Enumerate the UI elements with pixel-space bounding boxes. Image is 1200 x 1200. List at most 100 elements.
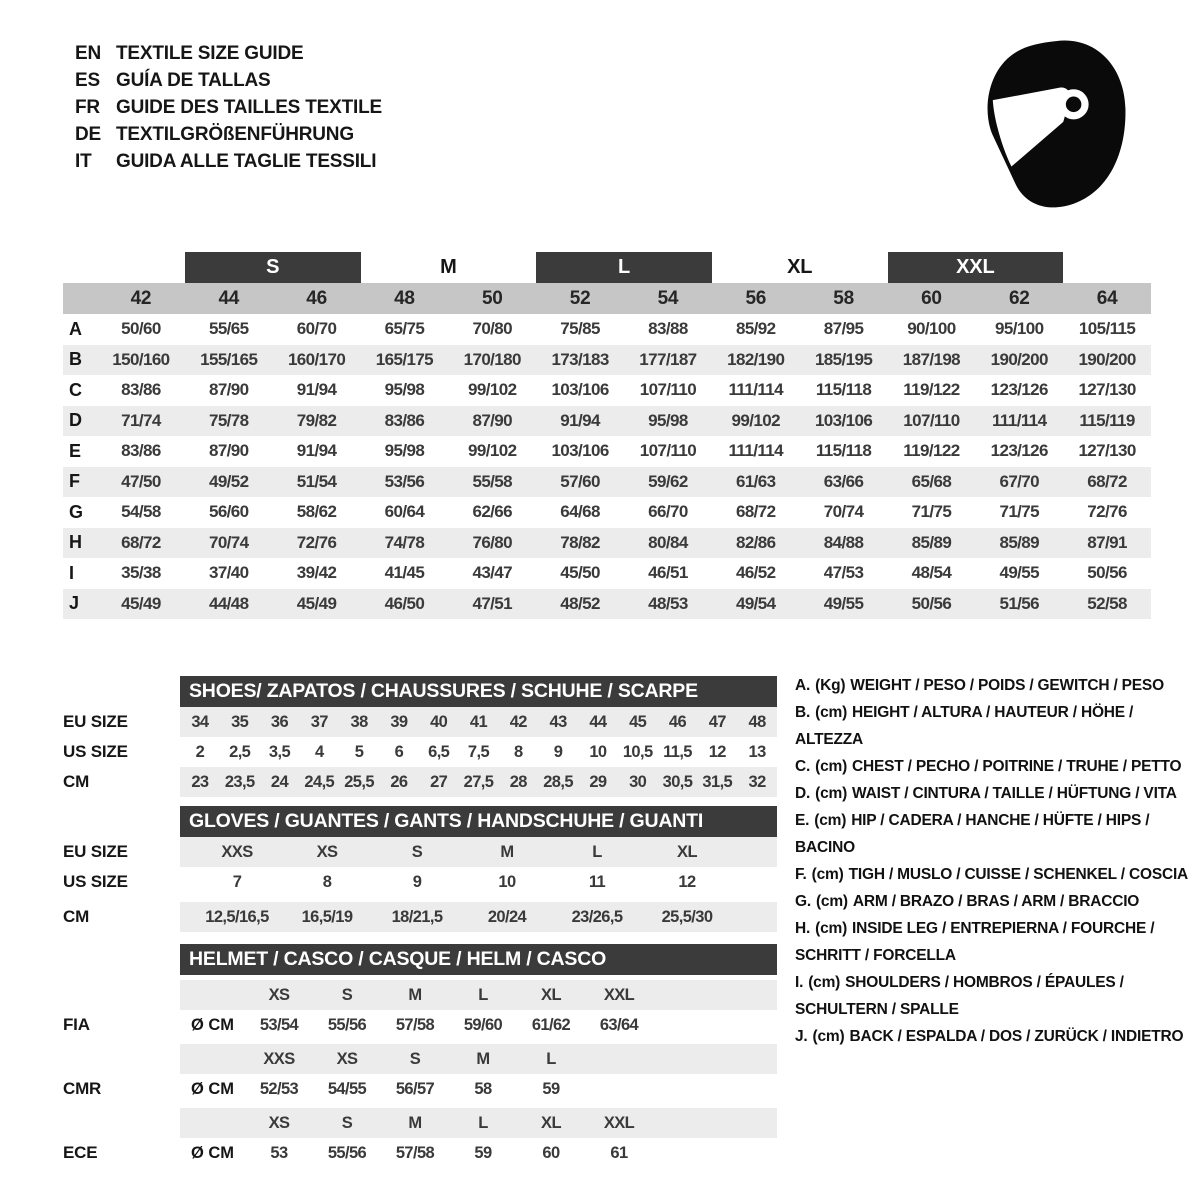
gloves-size-value: XS <box>316 842 338 861</box>
measurement-row-label: C <box>69 379 82 400</box>
measurement-value: 85/89 <box>999 532 1040 552</box>
language-row: DE TEXTILGRÖßENFÜHRUNG <box>75 121 382 148</box>
language-title-list: EN TEXTILE SIZE GUIDE ES GUÍA DE TALLAS … <box>75 40 382 175</box>
legend-key: A. <box>795 677 811 694</box>
legend-text: HEIGHT / ALTURA / HAUTEUR / HÖHE / ALTEZ… <box>795 704 1134 748</box>
measurement-value: 68/72 <box>735 502 776 522</box>
measurement-value: 53/56 <box>384 471 425 491</box>
size-category-label: M <box>440 256 457 278</box>
measurement-value: 127/130 <box>1078 441 1136 461</box>
size-category-label: S <box>184 252 361 283</box>
shoes-size-value: 24 <box>270 772 289 791</box>
gloves-size-value: XXS <box>221 842 253 861</box>
measurement-value: 160/170 <box>287 349 346 369</box>
measurement-value: 45/49 <box>296 593 337 613</box>
measurement-value: 51/56 <box>999 593 1040 613</box>
legend-key: I. <box>795 974 804 991</box>
language-title: GUIDE DES TAILLES TEXTILE <box>116 97 382 118</box>
legend-text: SHOULDERS / HOMBROS / ÉPAULES / SCHULTER… <box>795 974 1124 1018</box>
shoes-row-label: CM <box>63 772 90 791</box>
measurement-row: C 83/86 87/90 91/94 95/98 99/102 103/106 107/1… <box>63 375 1151 406</box>
gloves-table-title: GLOVES / GUANTES / GANTS / HANDSCHUHE / … <box>180 806 777 837</box>
measurement-value: 70/74 <box>823 502 864 522</box>
measurement-rows: A 50/60 55/65 60/70 65/75 70/80 75/85 83/88 85/… <box>63 314 1151 619</box>
helmet-row-values: XS S M L XL XXL <box>245 1108 653 1138</box>
gloves-row-values: 12,5/16,5 16,5/19 18/21,5 20/24 23/26,5 25,5/… <box>180 902 777 932</box>
helmet-size-value: 52/53 <box>259 1079 299 1098</box>
measurement-value: 76/80 <box>472 532 513 552</box>
shoes-size-value: 3,5 <box>268 742 291 761</box>
shoes-size-value: 12 <box>708 742 727 761</box>
shoes-size-value: 27 <box>430 772 448 791</box>
measurement-value: 91/94 <box>296 380 337 400</box>
shoes-row-label: EU SIZE <box>63 712 128 731</box>
size-row-spacer <box>63 283 97 314</box>
measurement-value: 79/82 <box>296 410 337 430</box>
shoes-size-value: 41 <box>469 712 488 731</box>
helmet-row-band: Ø CM 52/53 54/55 56/57 58 59 <box>180 1074 777 1104</box>
measurement-value: 55/58 <box>472 471 513 491</box>
shoes-size-value: 10 <box>589 742 607 761</box>
helmet-row-band: Ø CM 53 55/56 57/58 59 60 61 <box>180 1138 777 1168</box>
measurement-value: 63/66 <box>823 471 864 491</box>
gloves-size-value: L <box>592 842 602 861</box>
size-number-row: 42 44 46 48 50 52 54 56 58 60 62 64 <box>63 283 1151 314</box>
helmet-row-values: 53/54 55/56 57/58 59/60 61/62 63/64 <box>245 1010 653 1040</box>
gloves-size-value: 25,5/30 <box>661 907 713 926</box>
legend-item: B. (cm) HEIGHT / ALTURA / HAUTEUR / HÖHE /… <box>795 699 1195 753</box>
measurement-value: 68/72 <box>121 532 161 552</box>
size-number: 64 <box>1096 287 1118 309</box>
measurement-value: 82/86 <box>735 532 776 552</box>
measurement-value: 87/90 <box>208 380 249 400</box>
helmet-size-value: XS <box>268 985 290 1004</box>
size-number: 56 <box>745 287 767 309</box>
shoes-size-value: 2,5 <box>229 742 251 761</box>
measurement-values: 83/86 87/90 91/94 95/98 99/102 103/106 107/110… <box>97 375 1151 406</box>
legend-text: BACK / ESPALDA / DOS / ZURÜCK / INDIETRO <box>849 1028 1184 1045</box>
measurement-value: 155/165 <box>200 349 258 369</box>
shoes-size-value: 36 <box>270 712 289 731</box>
measurement-value: 105/115 <box>1078 319 1136 339</box>
size-category-label: XL <box>787 256 813 278</box>
measurement-value: 54/58 <box>121 502 161 522</box>
measurement-value: 70/80 <box>472 319 513 339</box>
measurement-row: F 47/50 49/52 51/54 53/56 55/58 57/60 59/62 61/… <box>63 466 1151 497</box>
language-title: TEXTILE SIZE GUIDE <box>116 43 304 64</box>
measurement-value: 47/51 <box>472 593 513 613</box>
helmet-size-value: 59 <box>474 1143 492 1162</box>
measurement-value: 85/92 <box>735 319 776 339</box>
helmet-table-title: HELMET / CASCO / CASQUE / HELM / CASCO <box>180 944 777 975</box>
measurement-value: 74/78 <box>384 532 425 552</box>
size-number: 46 <box>306 287 327 309</box>
measurement-value: 71/74 <box>121 410 161 430</box>
helmet-size-value: 59 <box>542 1079 560 1098</box>
measurement-row-label: H <box>69 532 82 553</box>
shoes-size-value: 7,5 <box>467 742 490 761</box>
legend-item: D. (cm) WAIST / CINTURA / TAILLE / HÜFTUNG… <box>795 780 1195 807</box>
helmet-row-label <box>63 1044 180 1074</box>
measurement-value: 65/68 <box>911 471 952 491</box>
measurement-value: 91/94 <box>296 441 337 461</box>
legend-unit: (cm) <box>808 974 841 991</box>
measurement-value: 75/85 <box>560 319 600 339</box>
language-code: FR <box>75 97 100 118</box>
language-title: TEXTILGRÖßENFÜHRUNG <box>116 124 354 145</box>
size-number: 62 <box>1008 287 1030 309</box>
shoes-size-value: 30,5 <box>662 772 693 791</box>
measurement-row-label: F <box>69 471 80 492</box>
measurement-value: 177/187 <box>639 349 697 369</box>
measurement-value: 91/94 <box>560 410 600 430</box>
helmet-size-value: XXL <box>603 985 635 1004</box>
gloves-size-value: 16,5/19 <box>301 907 353 926</box>
shoes-size-value: 37 <box>310 712 329 731</box>
measurement-value: 48/53 <box>648 593 688 613</box>
shoes-size-value: 11,5 <box>663 742 692 761</box>
measurement-value: 50/56 <box>911 593 952 613</box>
measurement-value: 67/70 <box>999 471 1040 491</box>
helmet-size-value: S <box>409 1049 421 1068</box>
helmet-size-value: 63/64 <box>599 1015 639 1034</box>
helmet-size-value: 58 <box>474 1079 492 1098</box>
gloves-row-label: EU SIZE <box>63 842 128 861</box>
measurement-value: 115/118 <box>815 441 872 461</box>
full-face-helmet-icon <box>978 38 1134 210</box>
